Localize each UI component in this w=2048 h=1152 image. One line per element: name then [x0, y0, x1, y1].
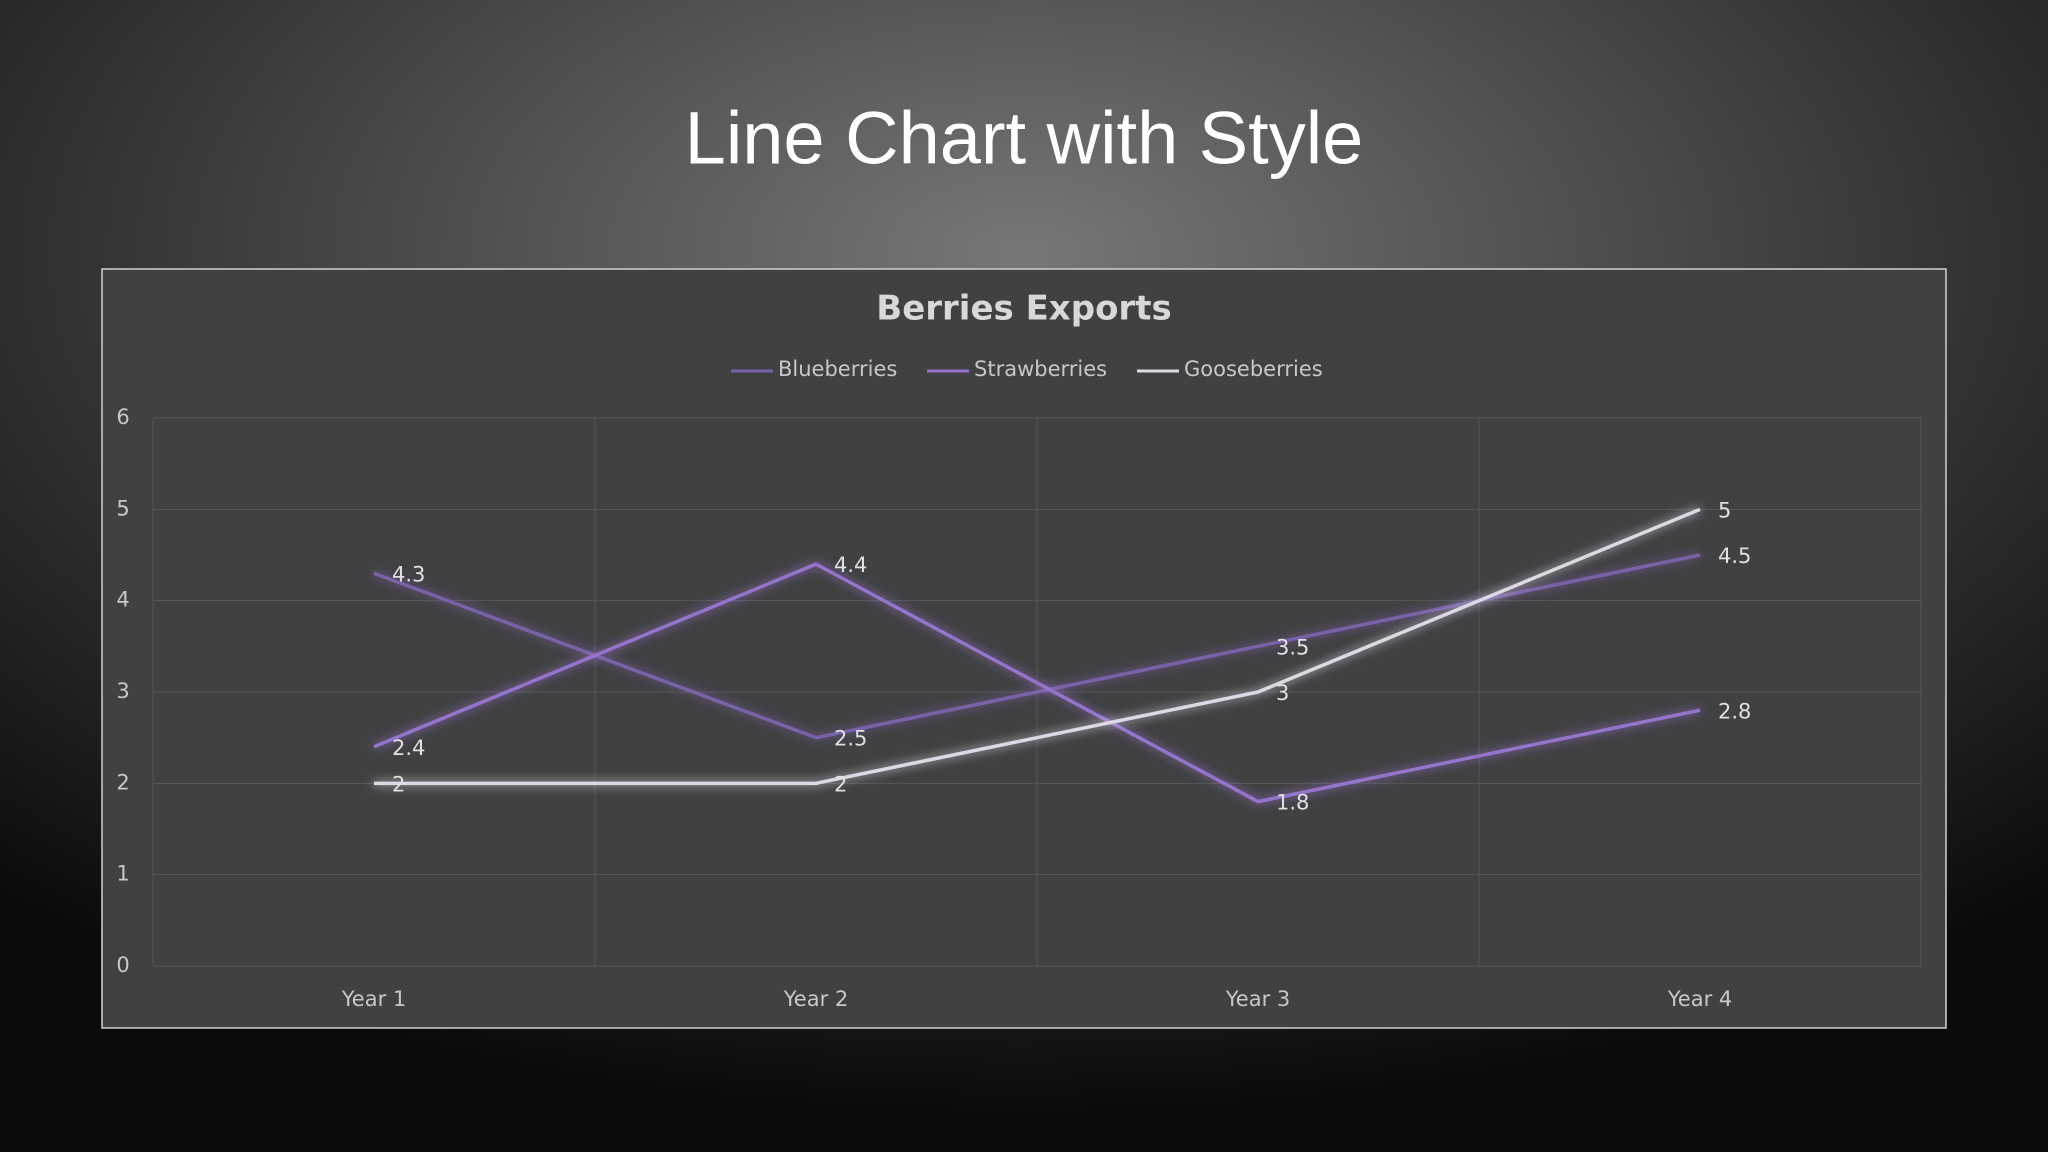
x-tick-label: Year 3 [1225, 987, 1291, 1011]
chart-title: Berries Exports [876, 289, 1171, 329]
y-tick-label: 3 [116, 679, 129, 703]
y-tick-label: 5 [116, 496, 129, 520]
y-tick-label: 2 [116, 770, 129, 794]
x-tick-label: Year 1 [341, 987, 407, 1011]
data-label: 4.4 [834, 553, 867, 577]
legend-label: Strawberries [974, 357, 1107, 381]
x-tick-label: Year 2 [783, 987, 849, 1011]
slide-title: Line Chart with Style [685, 97, 1364, 180]
legend-label: Blueberries [778, 357, 897, 381]
data-label: 3 [1276, 681, 1289, 705]
data-label: 1.8 [1276, 791, 1309, 815]
data-label: 4.3 [392, 562, 425, 586]
chart-area [101, 268, 1947, 1029]
data-label: 2.8 [1718, 699, 1751, 723]
data-label: 4.5 [1718, 544, 1751, 568]
x-tick-label: Year 4 [1667, 987, 1733, 1011]
data-label: 2.4 [392, 736, 425, 760]
y-tick-label: 0 [116, 953, 129, 977]
series-line [373, 562, 1701, 804]
data-label: 2 [834, 772, 847, 796]
y-tick-label: 4 [116, 588, 129, 612]
legend-label: Gooseberries [1184, 357, 1323, 381]
data-label: 3.5 [1276, 635, 1309, 659]
data-label: 2 [392, 772, 405, 796]
y-tick-label: 1 [116, 862, 129, 886]
data-label: 5 [1718, 498, 1731, 522]
data-label: 2.5 [834, 727, 867, 751]
y-tick-label: 6 [116, 405, 129, 429]
series-line [374, 507, 1701, 786]
